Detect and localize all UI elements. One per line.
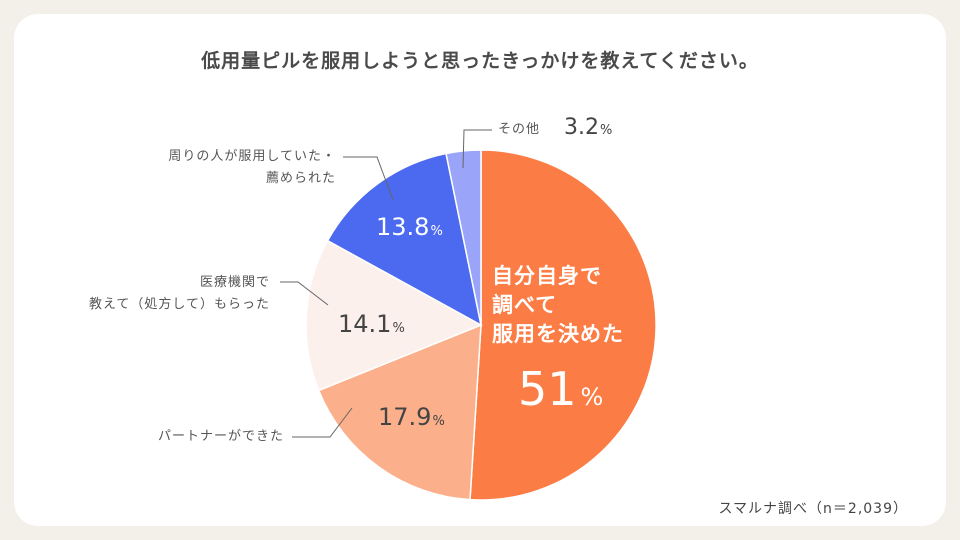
leader-line-other bbox=[462, 129, 492, 169]
slice-value-other: 3.2% bbox=[564, 115, 613, 140]
slice-label-medical-line-2: 教えて（処方して）もらった bbox=[89, 297, 270, 312]
pie-slice-self bbox=[469, 149, 657, 501]
leader-line-partner bbox=[292, 407, 353, 438]
slice-label-others: 周りの人が服用していた・ 薦められた bbox=[168, 146, 336, 190]
slice-label-others-line-1: 周りの人が服用していた・ bbox=[168, 149, 336, 164]
slice-label-medical-line-1: 医療機関で bbox=[199, 275, 270, 290]
slice-label-self-line-2: 調べて bbox=[492, 293, 558, 317]
slice-label-self-line-3: 服用を決めた bbox=[492, 322, 624, 346]
slice-label-other: その他 bbox=[498, 122, 541, 137]
pie-slice-others bbox=[326, 152, 483, 327]
slice-value-partner: 17.9% bbox=[378, 403, 445, 431]
slice-label-self-line-1: 自分自身で bbox=[492, 264, 602, 288]
slice-value-others: 13.8% bbox=[376, 213, 443, 241]
slice-label-self: 自分自身で 調べて 服用を決めた bbox=[492, 262, 624, 349]
slice-label-medical: 医療機関で 教えて（処方して）もらった bbox=[89, 272, 270, 316]
slice-value-self: 51% bbox=[518, 362, 604, 416]
pie-slice-medical bbox=[305, 239, 483, 392]
slice-label-others-line-2: 薦められた bbox=[265, 171, 336, 186]
leader-line-others bbox=[343, 156, 394, 201]
leader-line-medical bbox=[280, 281, 329, 306]
chart-title: 低用量ピルを服用しようと思ったきっかけを教えてください。 bbox=[201, 50, 759, 72]
slice-value-medical: 14.1% bbox=[338, 310, 405, 338]
source-note: スマルナ調べ（n＝2,039） bbox=[718, 501, 908, 517]
slice-label-partner: パートナーができた bbox=[158, 429, 285, 444]
pie-slice-partner bbox=[317, 323, 482, 501]
